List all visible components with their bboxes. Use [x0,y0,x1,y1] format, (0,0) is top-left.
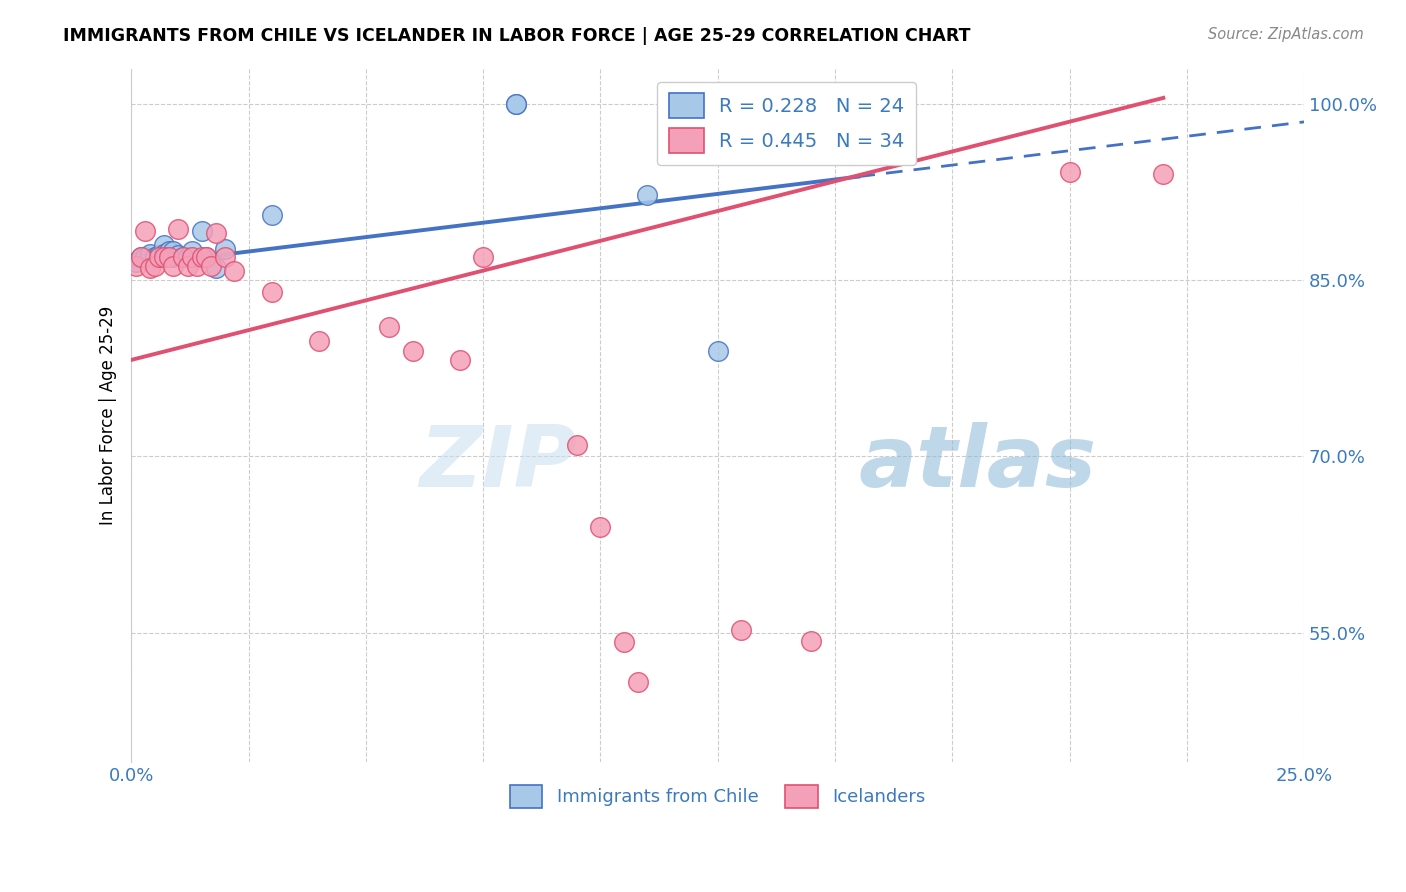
Text: ZIP: ZIP [419,422,576,505]
Text: atlas: atlas [859,422,1097,505]
Point [589,520,612,534]
Point [214,250,236,264]
Point [195,250,218,264]
Point [636,188,658,202]
Point [308,334,330,348]
Point [139,247,162,261]
Point [565,437,588,451]
Point [260,208,283,222]
Point [1152,167,1174,181]
Point [167,248,190,262]
Point [402,343,425,358]
Point [125,259,148,273]
Point [195,250,218,264]
Point [157,250,180,264]
Point [148,250,170,264]
Point [186,259,208,273]
Point [176,250,198,264]
Point [167,222,190,236]
Point [730,623,752,637]
Point [204,226,226,240]
Point [224,263,246,277]
Point [176,259,198,273]
Point [613,635,636,649]
Text: Source: ZipAtlas.com: Source: ZipAtlas.com [1208,27,1364,42]
Point [129,250,152,264]
Point [153,250,176,264]
Point [505,96,527,111]
Point [162,250,184,264]
Point [125,255,148,269]
Point [1059,165,1081,179]
Point [190,224,212,238]
Point [190,250,212,264]
Point [260,285,283,299]
Point [134,250,156,264]
Point [214,243,236,257]
Point [162,259,184,273]
Point [505,96,527,111]
Point [153,247,176,261]
Y-axis label: In Labor Force | Age 25-29: In Labor Force | Age 25-29 [100,306,117,524]
Point [139,261,162,276]
Point [200,259,222,273]
Point [449,352,471,367]
Point [181,250,204,264]
Point [153,237,176,252]
Point [134,224,156,238]
Point [162,244,184,258]
Text: IMMIGRANTS FROM CHILE VS ICELANDER IN LABOR FORCE | AGE 25-29 CORRELATION CHART: IMMIGRANTS FROM CHILE VS ICELANDER IN LA… [63,27,970,45]
Point [627,674,650,689]
Point [706,343,728,358]
Point [143,259,166,273]
Point [204,261,226,276]
Point [157,244,180,258]
Point [129,250,152,264]
Point [172,250,194,264]
Point [378,320,401,334]
Point [472,250,495,264]
Point [800,633,823,648]
Point [143,250,166,264]
Point [181,244,204,258]
Legend: Immigrants from Chile, Icelanders: Immigrants from Chile, Icelanders [502,778,932,815]
Point [148,248,170,262]
Point [172,250,194,264]
